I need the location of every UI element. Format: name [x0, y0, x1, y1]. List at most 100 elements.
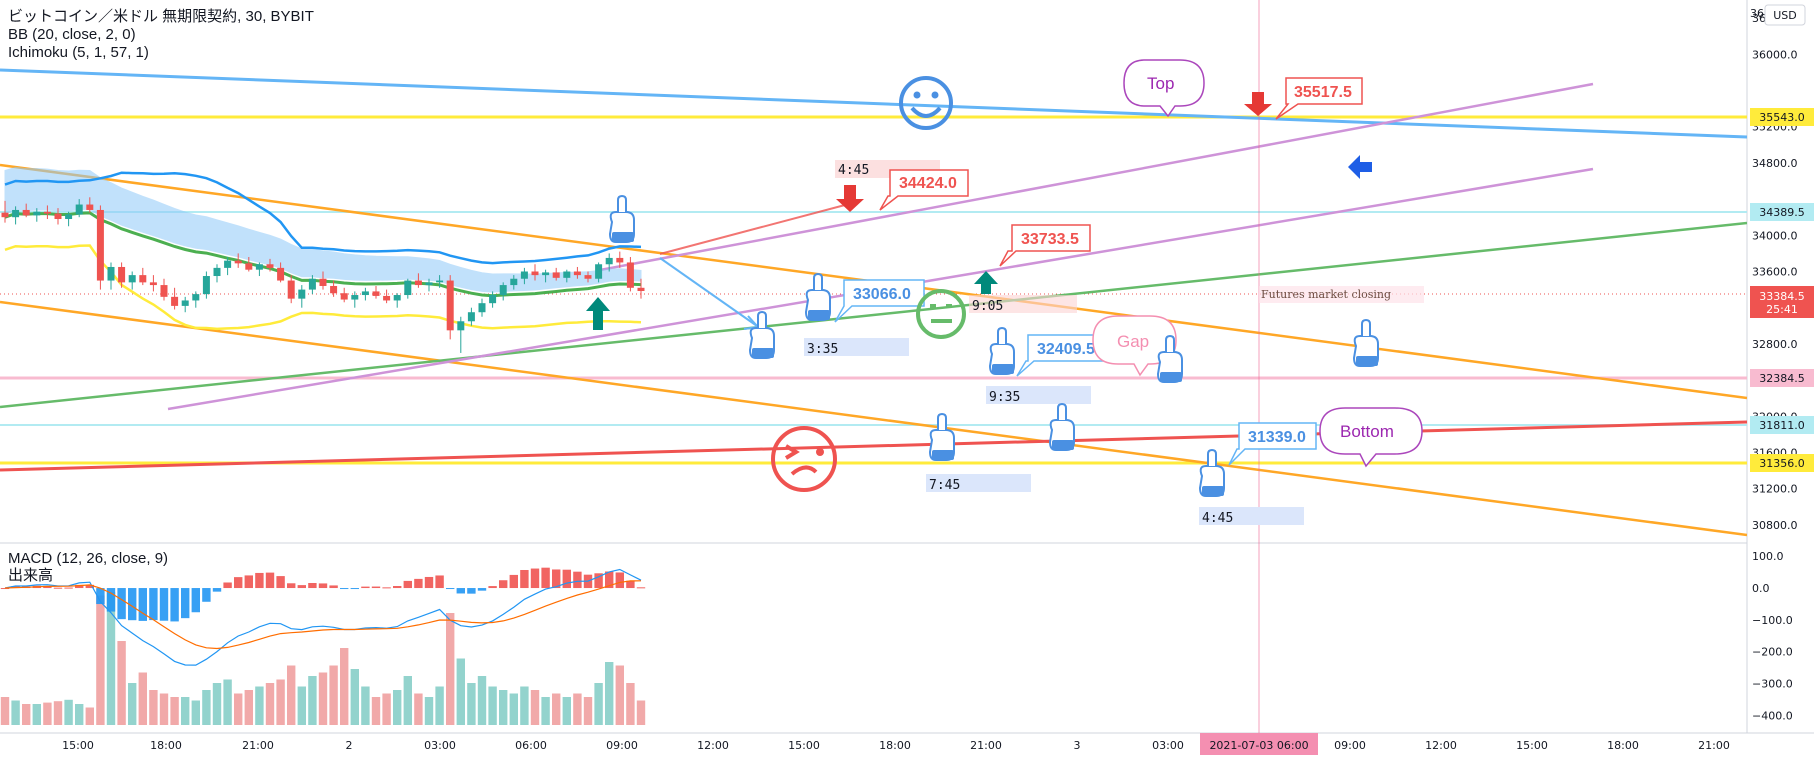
candle-body	[192, 294, 200, 301]
volume-bar	[159, 693, 169, 725]
smile-icon[interactable]	[899, 76, 953, 130]
candles	[1, 197, 645, 353]
svg-text:USD: USD	[1773, 9, 1797, 22]
crosshair-time-badge: 2021-07-03 06:00	[1200, 733, 1318, 755]
candle-body	[616, 257, 624, 263]
volume-bar	[605, 662, 614, 725]
candle-body	[128, 275, 136, 283]
volume-bars	[0, 592, 646, 725]
time-label-445b: 4:45	[1202, 511, 1233, 526]
callout-35517[interactable]: 35517.5	[1275, 77, 1363, 120]
candle-body	[330, 285, 338, 294]
macd-hist-bar	[265, 572, 275, 589]
macd-hist-bar	[435, 575, 444, 589]
macd-hist-bar	[329, 585, 338, 589]
arrow-down-icon[interactable]	[836, 185, 864, 212]
svg-text:31356.0: 31356.0	[1759, 457, 1805, 470]
arrow-left-icon[interactable]	[1348, 155, 1372, 179]
trend-line-red[interactable]	[0, 420, 1747, 472]
macd-hist-bar	[456, 588, 465, 594]
callout-34424[interactable]: 34424.0	[879, 169, 969, 211]
projection-line-blue[interactable]	[659, 257, 758, 327]
pointing-hand-icon[interactable]	[1198, 448, 1225, 497]
volume-bar	[297, 686, 306, 725]
callout-33733[interactable]: 33733.5	[999, 224, 1091, 267]
macd-hist-bar	[318, 583, 328, 589]
callout-33066[interactable]: 33066.0	[834, 279, 925, 323]
price-badge-31811: 31811.0	[1750, 416, 1814, 434]
macd-hist-bar	[96, 588, 105, 605]
bb-legend[interactable]: BB (20, close, 2, 0)	[8, 26, 136, 43]
trend-line-orange-lower[interactable]	[0, 300, 1747, 537]
candle-body	[86, 204, 94, 210]
macd-line	[4, 568, 642, 666]
candle-body	[552, 272, 560, 278]
bubble-bottom[interactable]: Bottom	[1319, 407, 1423, 468]
volume-bar	[11, 700, 20, 725]
callout-32409[interactable]: 32409.5	[1016, 334, 1105, 377]
time-tick: 18:00	[150, 739, 182, 752]
macd-hist-bar	[0, 588, 10, 590]
macd-hist-bar	[128, 588, 137, 621]
volume-bar	[626, 683, 635, 725]
bubble-gap[interactable]: Gap	[1092, 315, 1177, 377]
macd-hist-bar	[244, 575, 253, 589]
volume-bar	[350, 669, 359, 725]
callout-35517-text: 35517.5	[1294, 84, 1352, 101]
volume-bar	[509, 693, 518, 725]
time-label-905: 9:05	[972, 299, 1003, 314]
arrow-up-icon[interactable]	[974, 271, 998, 294]
ichimoku-legend[interactable]: Ichimoku (5, 1, 57, 1)	[8, 44, 149, 61]
pointing-hand-icon[interactable]	[1352, 318, 1379, 367]
macd-hist-bar	[636, 587, 646, 589]
arrow-up-icon[interactable]	[586, 297, 610, 330]
candle-body	[160, 285, 168, 297]
volume-bar	[414, 693, 423, 725]
time-box-335[interactable]	[804, 338, 909, 356]
time-box-905[interactable]	[969, 295, 1077, 313]
macd-hist-bar	[43, 585, 52, 589]
time-box-445b[interactable]	[1199, 507, 1304, 525]
trend-line-green[interactable]	[0, 221, 1747, 409]
time-box-745[interactable]	[926, 474, 1031, 492]
time-tick: 18:00	[1607, 739, 1639, 752]
time-label-935: 9:35	[989, 390, 1020, 405]
arrow-down-icon[interactable]	[1244, 92, 1272, 116]
pointing-hands[interactable]	[608, 194, 1379, 497]
pointing-hand-icon[interactable]	[1156, 334, 1183, 383]
macd-hist-bar	[541, 567, 550, 589]
volume-bar	[43, 702, 52, 725]
pointing-hand-icon[interactable]	[988, 326, 1015, 375]
volume-bar	[106, 592, 116, 725]
volume-bar	[287, 665, 296, 725]
trend-line-blue[interactable]	[0, 68, 1747, 139]
bubble-bottom-text: Bottom	[1340, 422, 1394, 441]
candle-body	[414, 280, 422, 286]
neutral-face-icon[interactable]	[916, 289, 966, 339]
callout-31339[interactable]: 31339.0	[1228, 422, 1317, 466]
macd-hist-bar	[138, 588, 147, 621]
macd-hist-bar	[361, 586, 370, 589]
macd-legend[interactable]: MACD (12, 26, close, 9)	[8, 550, 169, 567]
pointing-hand-icon[interactable]	[608, 194, 635, 243]
bubble-top[interactable]: Top	[1123, 59, 1205, 118]
candle-body	[65, 214, 73, 220]
projection-line-red[interactable]	[659, 204, 846, 255]
futures-annotation-box[interactable]	[1259, 286, 1424, 303]
macd-hist-bar	[276, 576, 285, 589]
pointing-hand-icon[interactable]	[748, 310, 775, 359]
trend-line-violet-upper[interactable]	[599, 82, 1594, 272]
volume-legend[interactable]: 出来高	[8, 567, 54, 584]
macd-hist-bar	[53, 587, 63, 589]
macd-tick: −400.0	[1752, 709, 1793, 722]
pointing-hand-icon[interactable]	[928, 412, 955, 461]
time-box-935[interactable]	[986, 386, 1091, 404]
time-label-745: 7:45	[929, 478, 960, 493]
callout-33066-text: 33066.0	[853, 286, 911, 303]
dizzy-face-icon[interactable]	[771, 426, 837, 492]
pointing-hand-icon[interactable]	[804, 272, 831, 321]
pointing-hand-icon[interactable]	[1048, 402, 1075, 451]
macd-hist-bar	[520, 569, 529, 589]
currency-button[interactable]: USD	[1764, 4, 1806, 26]
